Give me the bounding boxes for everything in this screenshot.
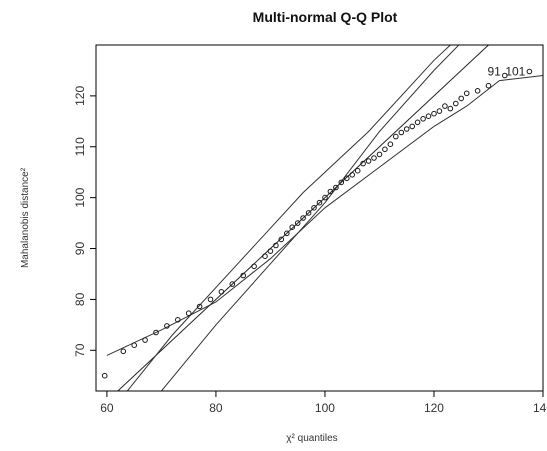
data-point (305, 210, 312, 216)
data-point (463, 90, 470, 97)
data-point (142, 337, 148, 343)
data-point (289, 224, 296, 230)
y-axis: 70 80 90 100 110 120 (73, 86, 96, 357)
annotations: 91 101 (487, 64, 525, 78)
data-point (273, 242, 279, 249)
data-point (251, 263, 257, 270)
data-point (327, 188, 334, 195)
y-tick-label: 110 (73, 137, 87, 156)
data-point (502, 72, 508, 79)
data-point (349, 172, 356, 178)
data-point (425, 113, 432, 119)
envelope-middle-line (160, 45, 460, 391)
x-tick-label: 60 (100, 401, 114, 415)
y-tick-label: 100 (73, 187, 87, 207)
data-point (371, 155, 377, 161)
point-annotation: 101 (505, 64, 525, 78)
data-point (458, 95, 465, 102)
chart-title: Multi-normal Q-Q Plot (253, 9, 398, 25)
reference-line (117, 45, 490, 391)
y-tick-label: 70 (73, 343, 87, 357)
data-points (101, 68, 533, 379)
plot-area (101, 45, 543, 391)
envelope-lower-line (106, 75, 543, 356)
data-point (229, 281, 236, 287)
data-point (207, 296, 214, 303)
y-axis-label: Mahalanobis distance² (20, 167, 31, 268)
data-point (376, 151, 383, 158)
data-point (365, 158, 372, 164)
data-point (387, 141, 394, 147)
data-point (131, 342, 137, 349)
y-tick-label: 90 (73, 242, 87, 256)
data-point (153, 329, 159, 336)
envelope-upper-line (126, 45, 452, 391)
data-point (474, 88, 481, 94)
data-point (316, 199, 323, 206)
data-point (344, 175, 350, 182)
data-point (240, 272, 246, 279)
data-point (409, 123, 416, 130)
data-point (284, 230, 290, 237)
x-tick-label: 100 (315, 401, 335, 415)
point-annotation: 91 (487, 64, 501, 78)
y-tick-label: 80 (73, 292, 87, 306)
data-point (420, 116, 426, 122)
y-tick-label: 120 (73, 86, 87, 106)
data-point (218, 289, 225, 295)
data-point (360, 160, 366, 167)
data-point (403, 126, 410, 132)
data-point (442, 103, 448, 109)
data-point (393, 133, 399, 140)
x-tick-label: 120 (424, 401, 444, 415)
x-tick-label: 140 (533, 401, 547, 415)
data-point (120, 348, 127, 355)
data-point (300, 215, 306, 221)
data-point (447, 105, 454, 112)
data-point (175, 317, 181, 323)
data-point (526, 68, 533, 75)
data-point (262, 253, 268, 260)
data-point (338, 179, 345, 186)
data-point (453, 100, 459, 107)
x-axis: 60 80 100 120 140 (100, 391, 547, 415)
data-point (185, 310, 192, 317)
data-point (414, 119, 421, 126)
data-point (398, 129, 405, 136)
data-point (333, 184, 339, 191)
reference-lines (106, 45, 543, 391)
data-point (431, 110, 437, 117)
x-axis-label: χ² quantiles (286, 433, 337, 444)
data-point (485, 82, 492, 89)
x-tick-label: 80 (209, 401, 223, 415)
data-point (322, 194, 328, 201)
data-point (294, 220, 301, 226)
data-point (196, 303, 203, 310)
data-point (311, 205, 317, 211)
data-point (354, 167, 361, 174)
plot-frame (95, 44, 544, 392)
data-point (101, 372, 108, 379)
data-point (164, 323, 170, 329)
data-point (436, 108, 443, 114)
data-point (278, 236, 285, 243)
data-point (382, 146, 388, 153)
data-point (267, 248, 274, 254)
